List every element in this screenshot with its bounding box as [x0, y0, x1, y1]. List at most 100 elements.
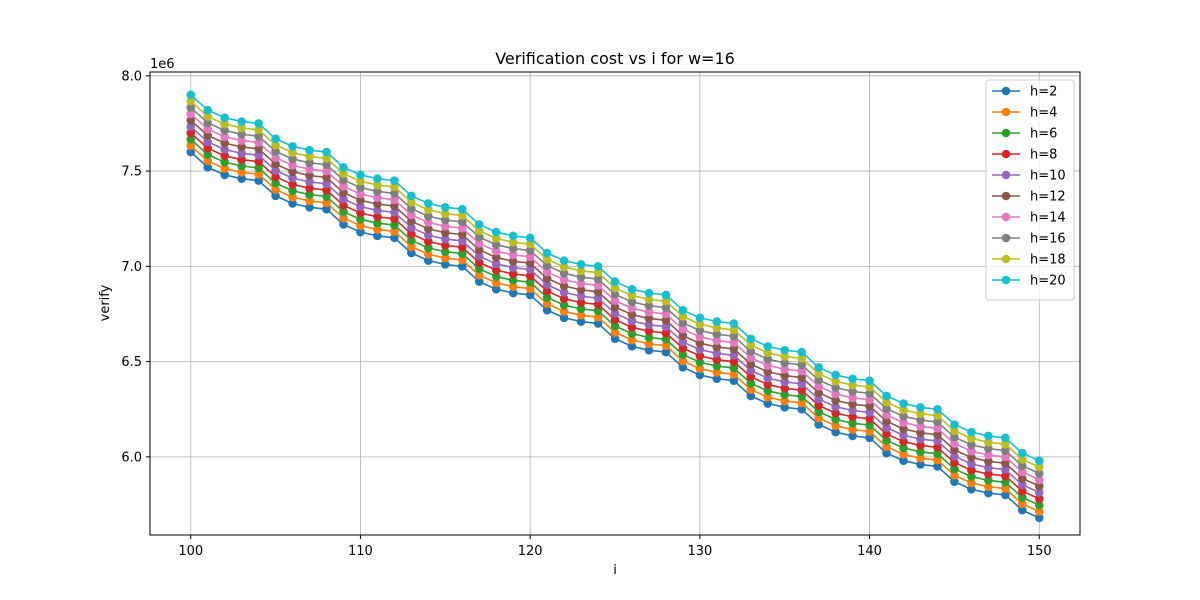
data-point-h-20: [305, 145, 314, 155]
data-point-h-18: [780, 352, 790, 361]
data-point-h-14: [220, 132, 229, 142]
data-point-h-8: [984, 469, 993, 479]
data-point-h-2: [390, 233, 399, 243]
data-point-h-4: [186, 141, 196, 150]
data-point-h-4: [984, 482, 993, 492]
data-point-h-12: [933, 430, 942, 439]
data-point-h-14: [780, 364, 790, 374]
data-point-h-6: [848, 418, 857, 428]
data-point-h-10: [254, 150, 263, 160]
data-point-h-20: [407, 191, 416, 201]
data-point-h-10: [780, 377, 790, 387]
data-point-h-6: [220, 157, 229, 167]
data-point-h-10: [424, 230, 433, 240]
data-point-h-8: [967, 465, 976, 475]
data-point-h-14: [763, 361, 773, 370]
data-point-h-4: [831, 421, 840, 431]
data-point-h-6: [525, 277, 535, 287]
data-point-h-10: [440, 234, 450, 244]
data-point-h-16: [525, 246, 535, 255]
data-point-h-6: [661, 335, 671, 344]
legend-marker: [1001, 170, 1011, 180]
data-point-h-14: [627, 303, 637, 313]
data-point-h-14: [950, 439, 959, 448]
data-point-h-4: [356, 221, 365, 230]
data-point-h-12: [763, 367, 773, 377]
data-point-h-10: [610, 309, 620, 318]
data-point-h-10: [814, 394, 823, 404]
data-point-h-8: [678, 343, 688, 353]
data-point-h-18: [220, 119, 229, 129]
data-point-h-18: [457, 211, 467, 220]
data-point-h-20: [763, 342, 773, 351]
data-point-h-6: [746, 378, 756, 388]
data-point-h-20: [356, 170, 365, 180]
data-point-h-14: [390, 195, 399, 204]
y-tick-label: 6.0: [121, 450, 142, 465]
data-point-h-4: [525, 284, 535, 293]
data-point-h-8: [305, 183, 314, 193]
legend-marker: [1001, 107, 1011, 117]
data-point-h-16: [831, 383, 840, 392]
data-point-h-20: [967, 427, 976, 437]
data-point-h-12: [525, 258, 535, 268]
y-axis: 6.0 6.5 7.0 7.5 8.0: [121, 69, 150, 465]
data-point-h-6: [424, 243, 433, 253]
data-point-h-12: [644, 314, 654, 323]
data-point-h-4: [950, 471, 959, 480]
data-point-h-4: [610, 328, 620, 337]
data-point-h-12: [373, 199, 382, 209]
data-point-h-16: [542, 261, 552, 271]
data-point-h-16: [695, 326, 705, 335]
data-point-h-20: [457, 204, 467, 214]
data-point-h-14: [339, 182, 348, 191]
legend-entry-h-8: h=8: [992, 148, 1057, 163]
data-point-h-20: [1001, 433, 1010, 443]
data-point-h-6: [491, 272, 501, 281]
data-point-h-20: [797, 347, 806, 357]
series-h-20: [186, 90, 1044, 465]
data-point-h-2: [831, 427, 840, 437]
data-point-h-2: [203, 162, 212, 172]
data-point-h-6: [712, 361, 722, 371]
data-point-h-18: [644, 295, 654, 304]
x-axis-label: i: [613, 563, 617, 578]
data-point-h-4: [508, 282, 518, 291]
data-point-h-20: [1034, 456, 1044, 465]
legend: h=2 h=4 h=6 h=8 h=10 h=12 h=14 h=16 h=18 h=20: [985, 79, 1075, 301]
data-point-h-10: [542, 280, 552, 290]
data-point-h-10: [729, 350, 739, 360]
data-point-h-4: [1018, 499, 1027, 509]
data-point-h-2: [322, 204, 331, 214]
data-point-h-18: [814, 369, 823, 378]
data-point-h-20: [950, 420, 959, 429]
data-point-h-20: [440, 202, 450, 212]
data-point-h-14: [1001, 452, 1010, 462]
data-point-h-12: [1034, 481, 1044, 491]
data-point-h-2: [457, 262, 467, 271]
data-point-h-18: [424, 205, 433, 215]
data-point-h-8: [746, 372, 756, 382]
data-point-h-14: [237, 136, 246, 145]
data-point-h-4: [848, 425, 857, 434]
data-point-h-16: [491, 240, 501, 250]
data-point-h-8: [1001, 471, 1010, 481]
legend-entry-h-6: h=6: [992, 127, 1057, 142]
data-point-h-18: [797, 354, 806, 363]
data-point-h-6: [899, 443, 908, 453]
data-point-h-2: [899, 456, 908, 465]
data-point-h-6: [508, 276, 518, 285]
legend-label: h=18: [1030, 253, 1066, 268]
data-point-h-16: [746, 347, 756, 356]
data-point-h-16: [254, 131, 263, 141]
data-point-h-2: [271, 191, 280, 201]
data-point-h-2: [508, 288, 518, 298]
legend-label: h=14: [1030, 211, 1066, 226]
data-point-h-16: [440, 215, 450, 225]
data-point-h-14: [610, 296, 620, 305]
data-point-h-10: [644, 320, 654, 330]
data-point-h-18: [525, 239, 535, 249]
data-point-h-4: [865, 427, 874, 436]
y-tick-label: 7.5: [121, 165, 142, 180]
data-point-h-8: [933, 443, 942, 452]
